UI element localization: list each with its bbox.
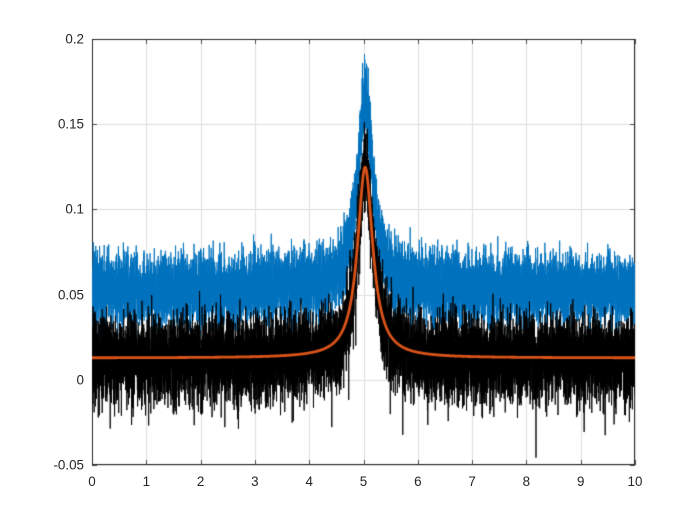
y-tick-label: 0.15: [57, 116, 84, 132]
x-tick-label: 9: [576, 474, 585, 489]
y-tick-label: 0.05: [57, 287, 84, 303]
x-tick-label: 4: [305, 474, 313, 489]
x-tick-label: 2: [196, 474, 205, 489]
x-tick-label: 7: [468, 474, 476, 489]
x-tick-label: 1: [142, 474, 151, 489]
y-tick-label: 0: [76, 372, 84, 388]
y-tick-label: -0.05: [53, 457, 84, 473]
x-tick-label: 6: [414, 474, 422, 489]
x-tick-label: 10: [627, 474, 643, 489]
x-tick-label: 0: [88, 474, 96, 489]
x-tick-label: 8: [522, 474, 531, 489]
x-tick-label: 5: [359, 474, 368, 489]
x-tick-label: 3: [251, 474, 259, 489]
y-tick-label: 0.2: [65, 31, 84, 47]
y-tick-label: 0.1: [65, 201, 84, 217]
